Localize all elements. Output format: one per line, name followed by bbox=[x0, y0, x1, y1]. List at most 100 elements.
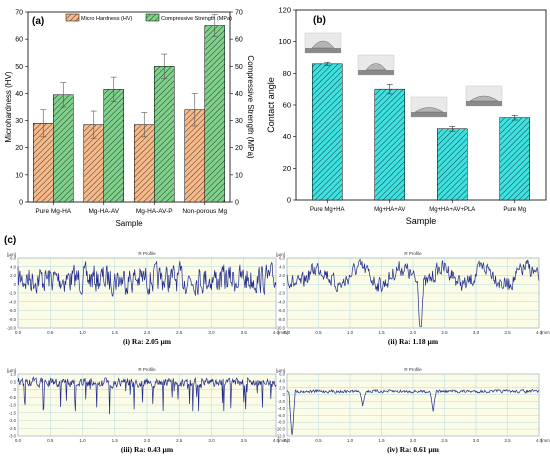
x-tick-label: 4.0 bbox=[536, 330, 543, 335]
y-tick-label: 120 bbox=[278, 6, 291, 15]
x-tick-label: 3.0 bbox=[208, 438, 215, 443]
panel-a-y2-axis-label: Compressive Strength (MPa) bbox=[246, 55, 255, 158]
profile-trace bbox=[17, 376, 277, 415]
y-tick-label: 0 bbox=[14, 387, 17, 392]
y-tick-label: -4.0 bbox=[278, 406, 286, 411]
bar-hatch bbox=[437, 128, 468, 200]
x-tick-label: 2.0 bbox=[410, 438, 417, 443]
y-tick-label: 0 bbox=[287, 196, 291, 205]
x-tick-label: 4.0 bbox=[273, 330, 280, 335]
droplet-photo-4 bbox=[465, 85, 503, 107]
x-tick-label: 2.0 bbox=[144, 438, 151, 443]
x-tick-label: 1.5 bbox=[112, 438, 119, 443]
y-tick-label: -1.0 bbox=[9, 403, 17, 408]
panel-a-y-axis-label: Microhardness (HV) bbox=[4, 71, 13, 142]
x-tick-label: 2.0 bbox=[410, 330, 417, 335]
x-tick-label: 1.0 bbox=[347, 438, 354, 443]
panel-a: 0 0 10 10 20 20 30 30 40 40 50 50 60 60 70 70 Pure Mg-HA… bbox=[4, 10, 255, 229]
roughness-profile-1: R Profile 0.0 0.5 1.0 1.5 2.0 2.5 3.0 3.5 4.0 6.0 4… bbox=[6, 251, 288, 346]
y-tick-label: 1.0 bbox=[10, 372, 16, 377]
y-tick-label-left: 60 bbox=[15, 37, 23, 44]
profile-caption: (i) Ra: 2.05 µm bbox=[123, 337, 172, 346]
x-tick-label: Pure Mg-HA bbox=[35, 208, 71, 215]
panel-a-x-axis-label: Sample bbox=[115, 219, 143, 228]
y-tick-label-left: 20 bbox=[15, 145, 23, 152]
y-tick-label: -4.0 bbox=[278, 299, 286, 304]
y-tick-label-right: 30 bbox=[235, 118, 243, 125]
bar-hatch bbox=[83, 124, 104, 202]
droplet-photo-3 bbox=[410, 96, 448, 118]
panel-a-plot-frame bbox=[27, 11, 231, 203]
bar-hatch bbox=[184, 109, 205, 202]
x-tick-label: 0.0 bbox=[284, 438, 291, 443]
x-tick-label: 1.0 bbox=[79, 438, 86, 443]
x-tick-label: Mg+HA+AV+PLA bbox=[429, 207, 475, 213]
x-tick-label: Mg+HA+AV bbox=[374, 207, 405, 213]
panel-b-y-axis-label: Contact angle bbox=[266, 77, 276, 133]
x-tick-label: 1.0 bbox=[347, 330, 354, 335]
x-tick-label: 4.0 bbox=[536, 438, 543, 443]
x-tick-label: 3.5 bbox=[504, 330, 511, 335]
y-tick-label: 0 bbox=[14, 282, 17, 287]
panel-c: (c) R Profile 0.0 0.5 1.0 1.5 2.0 2.5 3.0 3.5 4.0… bbox=[4, 235, 550, 454]
y-tick-label: -3.0 bbox=[9, 434, 17, 439]
x-tick-label: 1.5 bbox=[378, 438, 385, 443]
y-tick-label: 80 bbox=[283, 69, 291, 78]
profile-title: R Profile bbox=[404, 251, 422, 256]
x-unit-label: [mm] bbox=[278, 438, 288, 443]
bar-hatch bbox=[53, 94, 74, 202]
legend-swatch-strength-hatch bbox=[146, 14, 159, 21]
y-tick-label-left: 10 bbox=[15, 172, 23, 179]
y-tick-label: -10.0 bbox=[275, 326, 285, 331]
bar-hatch bbox=[499, 117, 530, 200]
y-unit-label: [µm] bbox=[7, 252, 16, 257]
panel-b: 0 20 40 60 80 100 120 Pure Mg+HA Mg+HA+AV Mg+HA+A… bbox=[266, 6, 547, 226]
panel-a-ticks: 0 0 10 10 20 20 30 30 40 40 50 50 60 60 70 70 Pure Mg-HA… bbox=[15, 10, 243, 216]
roughness-profile-3: R Profile 0.0 0.5 1.0 1.5 2.0 2.5 3.0 3.5 4.0 1.0 0… bbox=[7, 367, 288, 454]
x-tick-label: 3.0 bbox=[208, 330, 215, 335]
x-tick-label: 3.0 bbox=[473, 438, 480, 443]
y-tick-label: 6.0 bbox=[279, 372, 285, 377]
y-tick-label: -8.0 bbox=[278, 420, 286, 425]
profile-caption: (ii) Ra: 1.18 µm bbox=[388, 337, 439, 346]
x-tick-label: 3.5 bbox=[241, 438, 248, 443]
y-tick-label-left: 30 bbox=[15, 118, 23, 125]
y-tick-label: 2.0 bbox=[279, 385, 285, 390]
y-tick-label: 4.0 bbox=[10, 264, 16, 269]
y-tick-label-right: 40 bbox=[235, 91, 243, 98]
x-tick-label: 1.5 bbox=[112, 330, 119, 335]
y-tick-label: -8.0 bbox=[9, 317, 17, 322]
y-tick-label: -2.0 bbox=[9, 418, 17, 423]
panel-c-label: (c) bbox=[4, 235, 16, 246]
bar-hatch bbox=[374, 89, 405, 200]
bar-hatch bbox=[103, 89, 124, 202]
y-tick-label: -10.0 bbox=[6, 326, 16, 331]
y-tick-label: -2.5 bbox=[9, 426, 17, 431]
x-unit-label: [mm] bbox=[541, 330, 550, 335]
y-tick-label: -4.0 bbox=[9, 299, 17, 304]
y-tick-label: 6.0 bbox=[10, 256, 16, 261]
y-tick-label: 100 bbox=[278, 37, 291, 46]
y-tick-label: -8.0 bbox=[278, 317, 286, 322]
x-unit-label: [mm] bbox=[278, 330, 288, 335]
panel-c-profiles: R Profile 0.0 0.5 1.0 1.5 2.0 2.5 3.0 3.5 4.0 6.0 4… bbox=[6, 251, 550, 454]
bar-hatch bbox=[134, 124, 155, 202]
panel-b-bars bbox=[312, 61, 530, 201]
x-tick-label: 1.5 bbox=[378, 330, 385, 335]
y-unit-label: [µm] bbox=[276, 368, 285, 373]
y-tick-label: -12.0 bbox=[275, 434, 285, 439]
y-tick-label: 0.5 bbox=[10, 379, 16, 384]
panel-a-bars bbox=[33, 14, 225, 203]
y-tick-label: -1.5 bbox=[9, 410, 17, 415]
y-unit-label: [µm] bbox=[276, 252, 285, 257]
droplet-photo-2 bbox=[357, 54, 395, 76]
legend-swatch-hardness-hatch bbox=[66, 14, 79, 21]
x-tick-label: 2.5 bbox=[441, 330, 448, 335]
legend-label-strength: Compressive Strength (MPa) bbox=[161, 16, 232, 22]
x-tick-label: 3.5 bbox=[241, 330, 248, 335]
y-tick-label-left: 40 bbox=[15, 91, 23, 98]
y-tick-label: -6.0 bbox=[278, 308, 286, 313]
y-tick-label: 40 bbox=[283, 132, 291, 141]
